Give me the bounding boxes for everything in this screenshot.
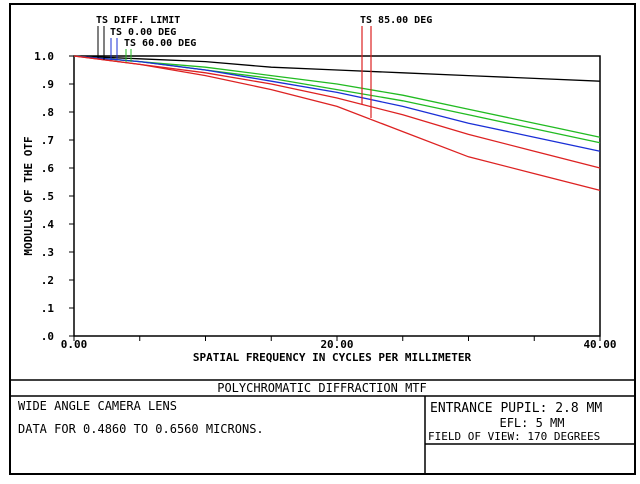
y-tick-label: 1.0	[34, 50, 54, 63]
series-line-1	[73, 55, 601, 82]
y-tick-label: .6	[41, 162, 55, 175]
y-tick-label: .4	[41, 218, 55, 231]
series-line-6	[73, 55, 601, 192]
series-line-5	[73, 55, 601, 169]
legend: TS DIFF. LIMIT TS 0.00 DEG TS 60.00 DEG …	[96, 15, 432, 118]
y-tick-label: .8	[41, 106, 54, 119]
x-tick-label: 0.00	[61, 338, 88, 351]
series-line-4	[73, 55, 601, 152]
y-axis-label: MODULUS OF THE OTF	[22, 136, 35, 255]
field-of-view: FIELD OF VIEW: 170 DEGREES	[428, 430, 600, 443]
y-tick-label: .0	[41, 330, 54, 343]
effective-focal-length: EFL: 5 MM	[499, 416, 564, 430]
footer-title: POLYCHROMATIC DIFFRACTION MTF	[217, 381, 427, 395]
x-tick-label: 20.00	[320, 338, 353, 351]
x-ticks: 0.00 20.00 40.00	[61, 336, 617, 351]
legend-label-diff-limit: TS DIFF. LIMIT	[96, 15, 180, 26]
x-tick-label: 40.00	[583, 338, 616, 351]
legend-label-60deg: TS 60.00 DEG	[124, 38, 196, 49]
y-tick-label: .1	[41, 302, 55, 315]
series-line-2	[73, 55, 601, 138]
lens-name: WIDE ANGLE CAMERA LENS	[18, 399, 177, 413]
y-tick-label: .3	[41, 246, 54, 259]
series-line-3	[73, 55, 601, 144]
y-tick-label: .7	[41, 134, 54, 147]
legend-label-85deg: TS 85.00 DEG	[360, 15, 432, 26]
y-ticks: .0 .1 .2 .3 .4 .5 .6 .7 .8 .9 1.0	[34, 50, 74, 343]
y-tick-label: .9	[41, 78, 54, 91]
y-tick-label: .2	[41, 274, 54, 287]
y-tick-label: .5	[41, 190, 54, 203]
outer-frame	[9, 3, 636, 475]
legend-label-0deg: TS 0.00 DEG	[110, 27, 176, 38]
wavelength-range: DATA FOR 0.4860 TO 0.6560 MICRONS.	[18, 422, 264, 436]
entrance-pupil: ENTRANCE PUPIL: 2.8 MM	[430, 401, 602, 416]
x-axis-label: SPATIAL FREQUENCY IN CYCLES PER MILLIMET…	[193, 351, 472, 364]
series-layer	[73, 55, 601, 192]
